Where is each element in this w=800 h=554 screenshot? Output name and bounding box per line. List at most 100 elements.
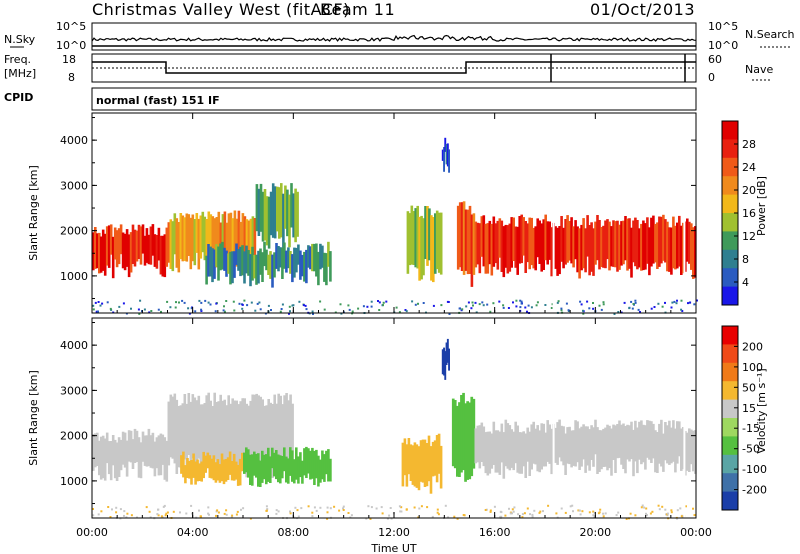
noise-cell <box>222 309 225 312</box>
heatmap-cell <box>153 234 157 267</box>
x-tick-label: 16:00 <box>479 526 511 539</box>
noise-cell <box>602 303 605 306</box>
noise-cell <box>386 517 389 520</box>
noise-cell <box>97 301 100 303</box>
noise-cell <box>280 308 283 310</box>
heatmap-cell <box>161 235 165 277</box>
heatmap-cell <box>237 404 240 479</box>
heatmap-cell <box>113 227 117 260</box>
heatmap-cell <box>279 247 282 268</box>
noise-cell <box>529 513 531 516</box>
x-tick-label: 00:00 <box>680 526 712 539</box>
heatmap-cell <box>105 432 109 464</box>
heatmap-cell <box>656 432 659 473</box>
heatmap-cell <box>209 214 213 255</box>
heatmap-cell <box>556 422 559 465</box>
heatmap-cell <box>682 427 685 470</box>
power-heatmap <box>92 113 698 315</box>
heatmap-cell <box>147 234 151 265</box>
nave-label: Nave <box>745 63 773 76</box>
heatmap-cell <box>612 220 615 267</box>
noise-cell <box>536 301 539 304</box>
noise-cell <box>382 301 385 304</box>
heatmap-cell <box>237 210 241 259</box>
noise-cell <box>564 511 567 514</box>
noise-cell <box>270 309 272 311</box>
colorbar-swatch <box>722 286 738 306</box>
heatmap-cell <box>580 224 583 271</box>
heatmap-cell <box>476 222 480 265</box>
heatmap-cell <box>225 222 229 272</box>
heatmap-cell <box>280 183 283 238</box>
noise-cell <box>560 309 563 312</box>
heatmap-cell <box>163 437 167 480</box>
noise-cell <box>169 306 172 309</box>
heatmap-cell <box>648 420 651 460</box>
heatmap-cell <box>247 250 250 276</box>
noise-cell <box>600 308 603 311</box>
heatmap-cell <box>427 435 431 482</box>
heatmap-cell <box>576 421 579 463</box>
noise-cell <box>160 310 162 313</box>
heatmap-cell <box>193 397 197 463</box>
heatmap-cell <box>261 450 264 483</box>
heatmap-cell <box>99 236 103 273</box>
heatmap-cell <box>181 215 185 262</box>
heatmap-cell <box>420 215 423 280</box>
noise-cell <box>97 310 99 313</box>
heatmap-cell <box>620 221 623 266</box>
noise-cell <box>145 506 148 509</box>
heatmap-cell <box>546 420 549 462</box>
heatmap-cell <box>307 245 310 268</box>
noise-cell <box>92 514 95 517</box>
noise-cell <box>333 505 336 508</box>
noise-cell <box>338 509 341 512</box>
heatmap-cell <box>616 220 619 272</box>
heatmap-cell <box>315 243 318 277</box>
colorbar-swatch <box>722 362 738 382</box>
heatmap-cell <box>608 221 611 271</box>
heatmap-cell <box>125 229 129 267</box>
heatmap-cell <box>602 225 605 268</box>
heatmap-cell <box>182 451 185 478</box>
heatmap-cell <box>596 427 599 474</box>
heatmap-cell <box>614 221 617 268</box>
heatmap-cell <box>189 217 193 270</box>
heatmap-cell <box>670 227 673 275</box>
heatmap-cell <box>604 220 607 269</box>
noise-cell <box>681 310 684 312</box>
heatmap-cell <box>576 226 579 273</box>
heatmap-cell <box>630 421 633 460</box>
heatmap-cell <box>109 441 113 481</box>
heatmap-cell <box>432 217 435 283</box>
heatmap-cell <box>232 453 236 481</box>
noise-cell <box>623 301 626 304</box>
y-tick-label: 3000 <box>60 384 88 397</box>
noise-cell <box>223 310 226 313</box>
noise-cell <box>243 299 246 302</box>
colorbar-tick-label: 4 <box>742 276 749 289</box>
heatmap-cell <box>307 448 310 474</box>
heatmap-cell <box>119 439 123 471</box>
heatmap-cell <box>570 430 573 468</box>
noise-cell <box>204 299 207 302</box>
heatmap-cell <box>528 217 531 270</box>
noise-cell <box>302 304 305 307</box>
heatmap-cell <box>408 213 412 266</box>
noise-cell <box>297 515 300 518</box>
noise-cell <box>200 515 202 518</box>
heatmap-cell <box>188 460 191 479</box>
noise-cell <box>557 300 560 303</box>
noise-cell <box>625 518 628 520</box>
heatmap-cell <box>285 250 288 273</box>
heatmap-cell <box>407 438 411 475</box>
heatmap-cell <box>596 215 599 261</box>
heatmap-cell <box>247 449 250 478</box>
heatmap-cell <box>636 427 639 474</box>
heatmap-cell <box>660 419 663 467</box>
heatmap-cell <box>594 419 597 455</box>
noise-cell <box>482 304 485 307</box>
heatmap-cell <box>293 459 296 484</box>
heatmap-cell <box>217 246 220 281</box>
heatmap-cell <box>291 403 294 478</box>
